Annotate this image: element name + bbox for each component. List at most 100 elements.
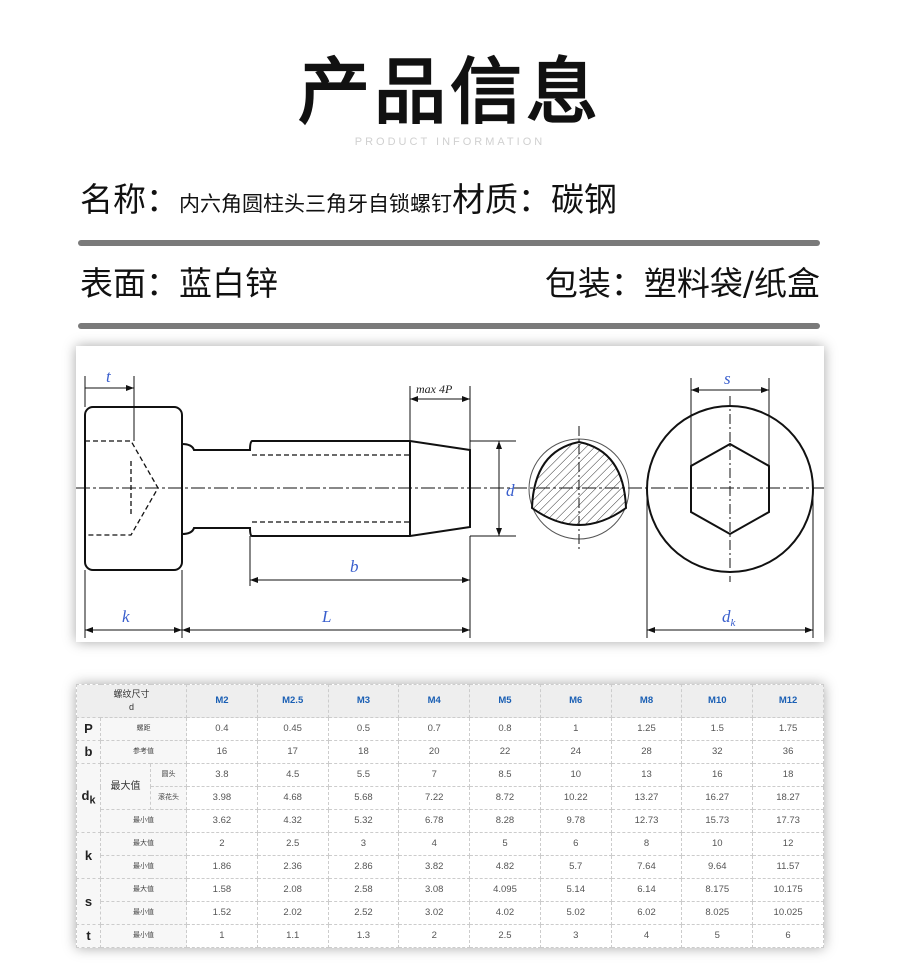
table-cell: 6 (752, 924, 824, 948)
table-cell: 1.86 (186, 855, 258, 879)
table-cell: 8 (610, 832, 683, 856)
material-label: 材质： (452, 180, 551, 219)
table-cell: 8.5 (469, 763, 541, 787)
label-max4p: max 4P (416, 382, 453, 396)
table-cell: 0.45 (256, 717, 329, 741)
row-label: 圆头 (149, 763, 188, 787)
table-cell: 12.73 (610, 809, 683, 833)
table-cell: 4 (398, 832, 471, 856)
table-cell: 2.5 (469, 924, 541, 948)
surface-label: 表面： (80, 264, 179, 303)
name-label: 名称： (80, 180, 179, 219)
table-cell: 2.36 (256, 855, 329, 879)
column-header: M5 (469, 684, 541, 718)
table-cell: 6.14 (610, 878, 683, 902)
surface-value: 蓝白锌 (179, 264, 278, 303)
thread-section-view (528, 426, 630, 552)
table-cell: 2 (398, 924, 471, 948)
table-cell: 4.02 (469, 901, 541, 925)
table-cell: 1 (539, 717, 612, 741)
row-label: 滚花头 (149, 786, 188, 810)
row-label: 螺距 (99, 717, 188, 741)
table-cell: 1.5 (681, 717, 754, 741)
table-cell: 13.27 (610, 786, 683, 810)
table-cell: 3.62 (186, 809, 258, 833)
table-cell: 3.98 (186, 786, 258, 810)
table-cell: 6 (539, 832, 612, 856)
row-label: 参考值 (99, 740, 188, 764)
table-cell: 10.22 (539, 786, 612, 810)
row-symbol: P (76, 717, 101, 741)
table-row: s 最大值 1.58 2.08 2.58 3.08 4.095 5.14 6.14 8.175 10… (76, 878, 824, 925)
table-cell: 8.025 (681, 901, 754, 925)
table-cell: 1.1 (256, 924, 329, 948)
row-symbol: s (76, 878, 101, 925)
row-label: 最大值 (99, 832, 188, 856)
table-cell: 13 (610, 763, 683, 787)
table-corner-header: 螺纹尺寸 d (75, 684, 188, 718)
table-cell: 1 (186, 924, 258, 948)
row-label: 最小值 (99, 901, 188, 925)
dimension-table: 螺纹尺寸 d M2 M2.5 M3 M4 M5 M6 M8 M10 M12 P 螺距 0.4 0.45 0… (75, 684, 824, 948)
name-value: 内六角圆柱头三角牙自锁螺钉 (179, 192, 452, 216)
label-L: L (321, 607, 331, 626)
label-s: s (724, 369, 731, 388)
row-group-label: 最大值 (100, 763, 151, 810)
table-cell: 18 (752, 763, 824, 787)
table-cell: 0.8 (469, 717, 541, 741)
table-cell: 5.68 (327, 786, 400, 810)
table-cell: 20 (398, 740, 471, 764)
table-cell: 3.8 (186, 763, 258, 787)
table-cell: 2 (186, 832, 258, 856)
package-label: 包装： (544, 264, 644, 303)
table-cell: 7 (398, 763, 471, 787)
table-row: 最小值 1.52 2.02 2.52 3.02 4.02 5.02 6.02 8.025 10.0… (77, 901, 824, 925)
table-cell: 1.3 (327, 924, 400, 948)
label-d: d (506, 481, 515, 500)
material-value: 碳钢 (551, 180, 617, 219)
divider (78, 323, 820, 329)
table-cell: 10.025 (752, 901, 824, 925)
table-cell: 6.02 (610, 901, 683, 925)
table-cell: 3 (327, 832, 400, 856)
table-cell: 36 (752, 740, 824, 764)
table-cell: 6.78 (398, 809, 471, 833)
table-cell: 5.5 (327, 763, 400, 787)
row-label: 最小值 (99, 924, 188, 948)
column-header: M12 (752, 684, 824, 718)
column-header: M3 (327, 684, 400, 718)
table-cell: 2.86 (327, 855, 400, 879)
table-cell: 11.57 (752, 855, 824, 879)
table-cell: 32 (681, 740, 754, 764)
table-cell: 17 (256, 740, 329, 764)
table-cell: 4.32 (256, 809, 329, 833)
table-row: P 螺距 0.4 0.45 0.5 0.7 0.8 1 1.25 1.5 1.75 (76, 717, 824, 741)
dimension-lines (84, 376, 516, 638)
technical-drawing: t max 4P d b k L s dk (76, 346, 824, 642)
table-cell: 4 (610, 924, 683, 948)
table-cell: 16.27 (681, 786, 754, 810)
table-cell: 8.72 (469, 786, 541, 810)
table-row: k 最大值 2 2.5 3 4 5 6 8 10 12 (76, 832, 824, 879)
table-cell: 24 (539, 740, 612, 764)
table-row: dk 最大值 圆头 3.8 4.5 5.5 7 8.5 10 13 16 18 (76, 763, 824, 833)
table-row: 最小值 3.62 4.32 5.32 6.78 8.28 9.78 12.73 15.73 17.… (77, 809, 824, 833)
dimension-labels: t max 4P d b k L s dk (106, 367, 737, 629)
row-label: 最小值 (99, 809, 188, 833)
table-cell: 3.08 (398, 878, 471, 902)
label-t: t (106, 367, 112, 386)
table-cell: 9.78 (539, 809, 612, 833)
table-cell: 5.32 (327, 809, 400, 833)
row-symbol: t (76, 924, 101, 948)
table-cell: 10 (681, 832, 754, 856)
label-b: b (350, 557, 359, 576)
table-cell: 28 (610, 740, 683, 764)
table-cell: 4.095 (469, 878, 541, 902)
table-cell: 2.08 (256, 878, 329, 902)
divider (78, 240, 820, 246)
table-cell: 2.02 (256, 901, 329, 925)
table-cell: 4.5 (256, 763, 329, 787)
row-label: 最小值 (99, 855, 188, 879)
head-top-view (646, 378, 814, 638)
table-cell: 9.64 (681, 855, 754, 879)
